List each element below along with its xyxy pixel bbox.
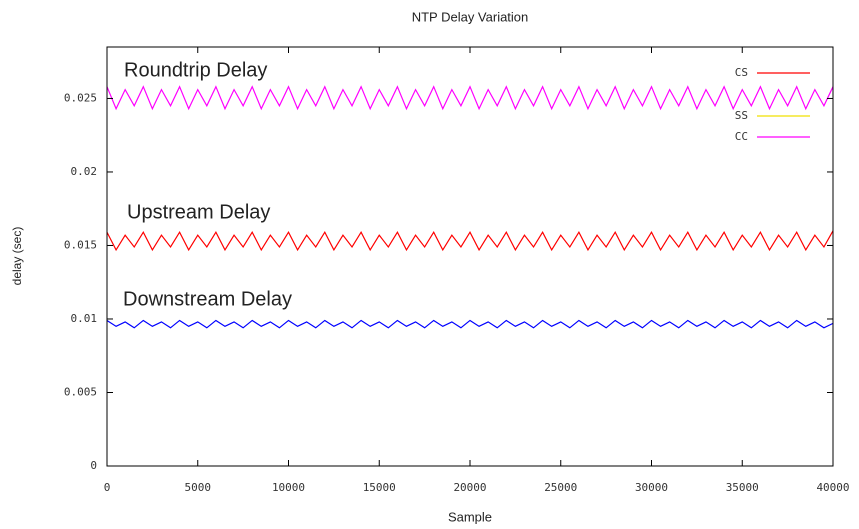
- y-tick-label: 0.005: [64, 385, 97, 398]
- data-line: [106, 85, 834, 111]
- data-line: [106, 319, 834, 329]
- legend-label: CS: [735, 66, 748, 79]
- x-tick-label: 20000: [453, 481, 486, 494]
- x-tick-label: 35000: [726, 481, 759, 494]
- x-tick-label: 30000: [635, 481, 668, 494]
- annotation: Upstream Delay: [127, 201, 270, 223]
- y-tick-label: 0: [90, 459, 97, 472]
- y-tick-label: 0.02: [71, 165, 98, 178]
- y-tick-label: 0.015: [64, 238, 97, 251]
- x-tick-label: 15000: [363, 481, 396, 494]
- x-tick-label: 10000: [272, 481, 305, 494]
- x-tick-label: 40000: [816, 481, 849, 494]
- x-tick-label: 0: [104, 481, 111, 494]
- y-tick-label: 0.01: [71, 312, 98, 325]
- x-tick-label: 5000: [185, 481, 212, 494]
- legend-label: SS: [735, 109, 748, 122]
- annotation: Downstream Delay: [123, 288, 292, 310]
- y-axis-label: delay (sec): [10, 227, 24, 286]
- x-tick-label: 25000: [544, 481, 577, 494]
- chart-title: NTP Delay Variation: [412, 9, 529, 24]
- plot-frame: [106, 46, 834, 467]
- data-line: [106, 230, 834, 252]
- legend-label: CC: [735, 130, 748, 143]
- x-axis-label: Sample: [448, 509, 492, 524]
- y-tick-label: 0.025: [64, 91, 97, 104]
- annotation: Roundtrip Delay: [124, 59, 267, 81]
